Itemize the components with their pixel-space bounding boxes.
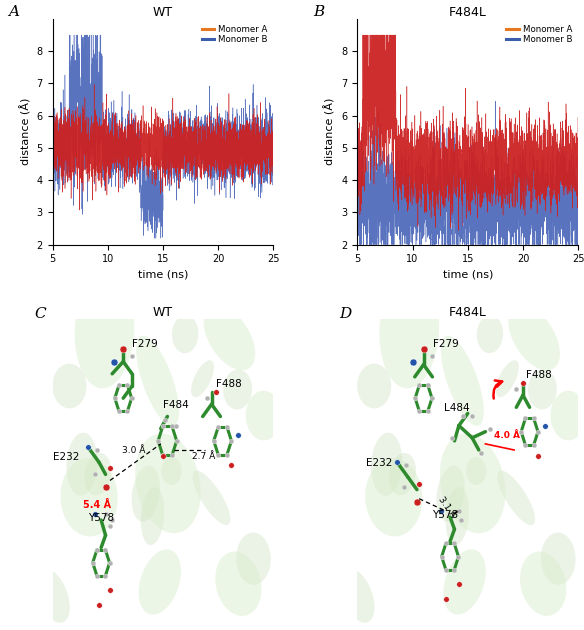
Ellipse shape [141, 487, 164, 545]
Ellipse shape [446, 487, 469, 545]
Ellipse shape [466, 457, 486, 485]
Ellipse shape [135, 433, 201, 533]
Ellipse shape [436, 466, 465, 522]
Legend: Monomer A, Monomer B: Monomer A, Monomer B [505, 23, 574, 46]
Ellipse shape [340, 568, 374, 623]
X-axis label: time (ns): time (ns) [138, 270, 188, 280]
Ellipse shape [520, 551, 566, 616]
Title: F484L: F484L [449, 306, 486, 319]
Text: Y578: Y578 [88, 513, 114, 523]
Text: D: D [340, 307, 352, 321]
Ellipse shape [36, 568, 70, 623]
Text: F279: F279 [433, 340, 458, 350]
Text: Y578: Y578 [432, 510, 458, 520]
Ellipse shape [193, 471, 230, 525]
Ellipse shape [477, 315, 503, 353]
Ellipse shape [541, 532, 575, 585]
Ellipse shape [246, 391, 281, 440]
Ellipse shape [496, 360, 519, 398]
Ellipse shape [551, 391, 584, 440]
Text: F488: F488 [216, 379, 242, 389]
Title: WT: WT [153, 6, 173, 19]
Ellipse shape [136, 336, 179, 426]
Ellipse shape [497, 471, 535, 525]
Text: C: C [35, 307, 47, 321]
Ellipse shape [161, 457, 182, 485]
Text: E232: E232 [53, 452, 79, 462]
Text: A: A [8, 5, 19, 20]
Ellipse shape [236, 532, 271, 585]
Legend: Monomer A, Monomer B: Monomer A, Monomer B [200, 23, 269, 46]
Text: B: B [313, 5, 324, 20]
Ellipse shape [203, 305, 255, 370]
Ellipse shape [441, 336, 484, 426]
Ellipse shape [138, 549, 181, 615]
Ellipse shape [371, 433, 402, 496]
Ellipse shape [365, 458, 423, 537]
Ellipse shape [75, 271, 134, 388]
Text: 4.0 Å: 4.0 Å [494, 431, 520, 440]
Ellipse shape [191, 360, 214, 398]
Ellipse shape [84, 453, 112, 495]
Ellipse shape [131, 466, 160, 522]
Y-axis label: distance (Å): distance (Å) [324, 98, 336, 166]
Text: F484: F484 [164, 400, 189, 410]
Ellipse shape [67, 433, 98, 496]
Ellipse shape [215, 551, 262, 616]
Ellipse shape [440, 433, 506, 533]
Y-axis label: distance (Å): distance (Å) [20, 98, 31, 166]
Text: E232: E232 [366, 458, 392, 468]
Ellipse shape [61, 458, 118, 537]
Ellipse shape [380, 271, 439, 388]
Text: L484: L484 [444, 403, 470, 413]
Ellipse shape [357, 364, 391, 408]
X-axis label: time (ns): time (ns) [443, 270, 493, 280]
Text: 5.4 Å: 5.4 Å [84, 500, 112, 510]
Text: 3.1 Å: 3.1 Å [437, 495, 458, 519]
Text: 3.0 Å: 3.0 Å [122, 446, 145, 455]
Ellipse shape [53, 364, 86, 408]
Text: F488: F488 [526, 370, 551, 380]
Title: WT: WT [153, 306, 173, 319]
Text: F279: F279 [133, 340, 158, 350]
Ellipse shape [508, 305, 560, 370]
Ellipse shape [223, 369, 252, 410]
Title: F484L: F484L [449, 6, 486, 19]
Ellipse shape [528, 369, 557, 410]
FancyArrowPatch shape [493, 381, 502, 399]
Text: 2.7 Å: 2.7 Å [192, 452, 215, 461]
Ellipse shape [443, 549, 486, 615]
Ellipse shape [172, 315, 199, 353]
Ellipse shape [389, 453, 416, 495]
